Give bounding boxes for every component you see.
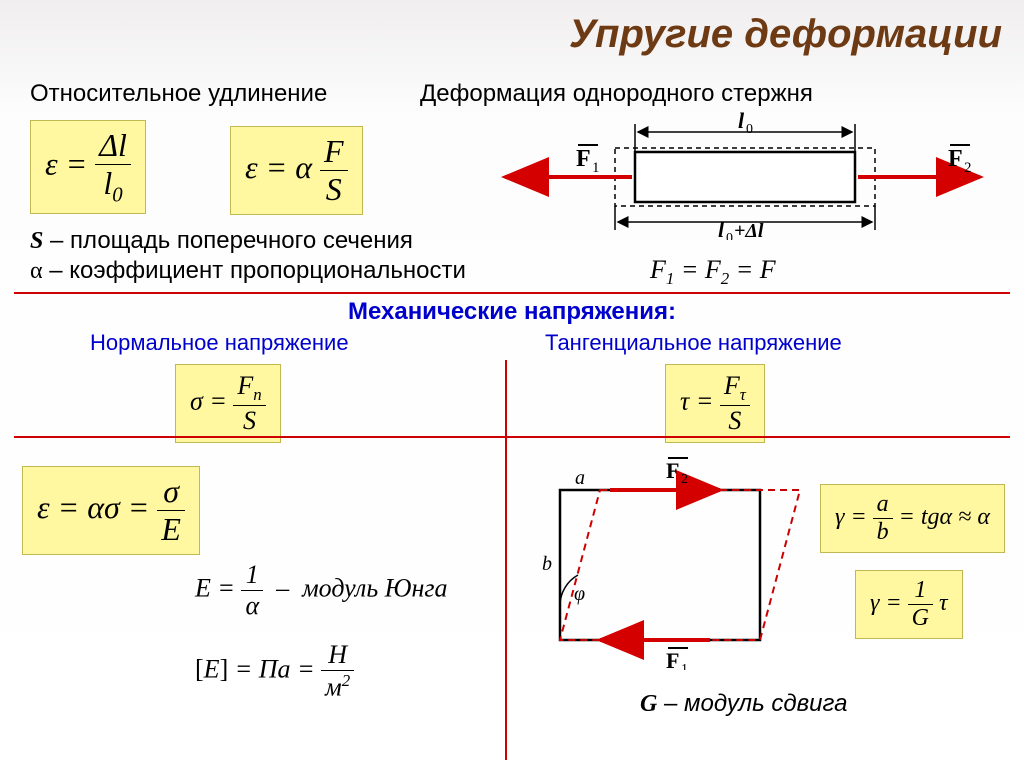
section-rod-label: Деформация однородного стержня — [420, 80, 813, 108]
svg-text:l: l — [738, 110, 745, 133]
svg-text:F: F — [576, 146, 591, 172]
alpha-definition: α – коэффициент пропорциональности — [30, 257, 466, 285]
tangential-stress-label: Тангенциальное напряжение — [545, 330, 842, 356]
stress-header: Механические напряжения: — [0, 298, 1024, 326]
svg-text:1: 1 — [592, 160, 600, 176]
svg-text:1: 1 — [681, 662, 688, 670]
svg-text:2: 2 — [681, 472, 688, 487]
page-title: Упругие деформации — [569, 12, 1002, 57]
formula-tau: τ = Fτ S — [665, 364, 765, 443]
formula-gamma2: γ = 1 G τ — [855, 570, 963, 639]
section-elongation-label: Относительное удлинение — [30, 80, 327, 108]
formula-eps-sigma: ε = ασ = σ E — [22, 466, 200, 555]
svg-text:a: a — [575, 467, 585, 489]
formula-young: E = 1 α – модуль Юнга — [195, 560, 448, 621]
svg-text:0: 0 — [746, 122, 753, 137]
svg-text:F: F — [666, 648, 679, 670]
formula-epsilon-dl: ε = Δl l0 — [30, 120, 146, 214]
formula-young-dim: [E] = Па = H м2 — [195, 640, 354, 703]
svg-text:0: 0 — [726, 231, 733, 240]
svg-text:φ: φ — [574, 583, 585, 605]
svg-text:l: l — [718, 217, 725, 240]
formula-sigma: σ = Fn S — [175, 364, 281, 443]
rod-diagram: l 0 l 0 +Δl F 1 F 2 — [470, 110, 1000, 240]
formula-gamma1: γ = a b = tgα ≈ α — [820, 484, 1005, 553]
svg-text:F: F — [948, 146, 963, 172]
s-definition: S – площадь поперечного сечения — [30, 227, 413, 255]
shear-diagram: F 2 F 1 a b φ — [520, 450, 810, 670]
formula-epsilon-fs: ε = α F S — [230, 126, 363, 215]
svg-text:F: F — [666, 458, 679, 483]
normal-stress-label: Нормальное напряжение — [90, 330, 349, 356]
svg-text:+Δl: +Δl — [734, 220, 764, 240]
divider-2 — [14, 436, 1010, 438]
svg-text:2: 2 — [964, 160, 972, 176]
force-equality: F1 = F2 = F — [650, 255, 776, 289]
divider-vertical — [505, 360, 507, 760]
g-definition: G – модуль сдвига — [640, 690, 847, 718]
divider-1 — [14, 292, 1010, 294]
svg-text:b: b — [542, 553, 552, 575]
